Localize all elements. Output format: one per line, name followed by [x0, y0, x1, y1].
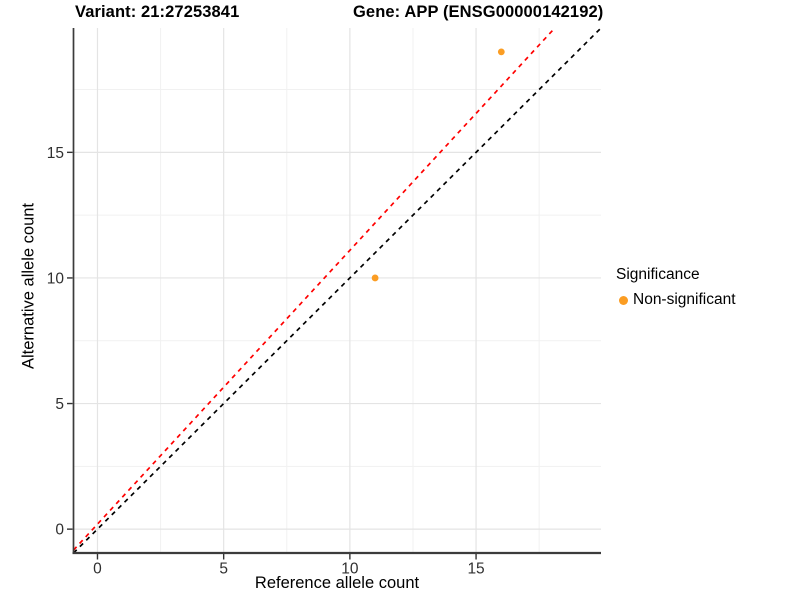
x-tick-label: 0 — [93, 561, 102, 578]
y-axis-title: Alternative allele count — [19, 202, 38, 370]
legend-title: Significance — [616, 266, 700, 283]
legend: Significance Non-significant — [616, 266, 736, 309]
identity-line — [73, 28, 601, 553]
y-tick-label: 5 — [55, 396, 64, 413]
expected-ratio-line — [73, 28, 556, 551]
legend-item-label: Non-significant — [633, 291, 736, 308]
x-axis-title: Reference allele count — [254, 574, 420, 592]
legend-key-dot — [619, 295, 628, 305]
x-tick-label: 5 — [219, 561, 228, 578]
y-tick-label: 15 — [47, 145, 64, 162]
plot-title-variant: Variant: 21:27253841 — [75, 3, 240, 21]
x-tick-label: 15 — [467, 561, 484, 578]
legend-item-non-significant: Non-significant — [616, 291, 736, 309]
plot-title-gene: Gene: APP (ENSG00000142192) — [353, 3, 604, 21]
data-point — [371, 274, 379, 282]
y-tick-label: 10 — [47, 270, 65, 287]
y-tick-label: 0 — [55, 522, 64, 539]
x-tick-label: 10 — [341, 561, 359, 578]
data-point — [497, 48, 505, 56]
